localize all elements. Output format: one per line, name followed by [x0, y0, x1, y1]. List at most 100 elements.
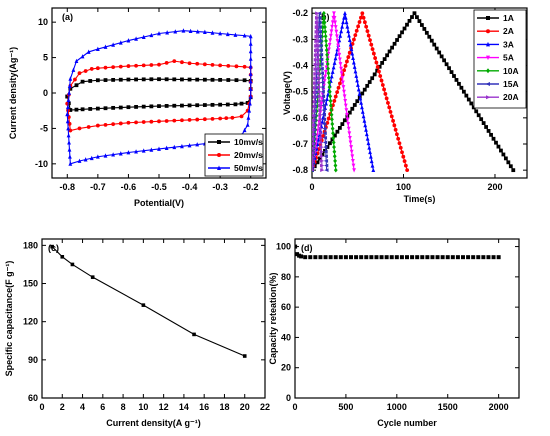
data-point	[312, 165, 315, 168]
data-point	[320, 119, 325, 124]
data-point	[95, 66, 100, 71]
data-point	[317, 94, 323, 99]
data-point	[321, 10, 326, 16]
data-point	[141, 104, 146, 109]
data-point	[218, 63, 223, 68]
series-2	[65, 59, 253, 133]
data-point	[440, 255, 445, 260]
y-tick-label: -0.6	[292, 113, 308, 123]
data-point	[326, 66, 330, 72]
data-point	[141, 148, 146, 153]
data-point	[149, 119, 154, 124]
data-point	[494, 140, 498, 145]
data-point	[324, 168, 329, 173]
x-tick-label: 18	[219, 402, 229, 412]
data-point	[383, 92, 388, 96]
data-point	[80, 79, 85, 84]
data-point	[392, 41, 397, 46]
x-tick-label: 100	[396, 182, 411, 192]
data-point	[218, 77, 223, 82]
data-point	[314, 48, 319, 53]
data-point	[346, 28, 351, 34]
data-point	[111, 152, 116, 157]
data-point	[349, 46, 354, 51]
data-point	[422, 27, 427, 31]
legend-label: 50mv/s	[234, 163, 263, 173]
data-point	[347, 50, 352, 55]
data-point	[506, 160, 511, 165]
data-point	[319, 66, 324, 71]
data-point	[389, 114, 394, 119]
data-point	[321, 112, 326, 117]
data-point	[364, 24, 369, 29]
data-point	[239, 101, 244, 106]
legend-marker	[485, 82, 490, 86]
data-point	[141, 63, 146, 68]
data-point	[66, 133, 71, 138]
data-point	[367, 80, 372, 84]
data-point	[425, 255, 430, 260]
data-point	[324, 163, 329, 168]
data-point	[415, 15, 419, 20]
data-point	[312, 169, 315, 172]
data-point	[173, 29, 178, 34]
data-point	[329, 29, 334, 34]
data-point	[210, 116, 215, 121]
data-point	[326, 70, 331, 76]
data-point	[318, 156, 322, 161]
data-point	[430, 255, 435, 260]
data-point	[319, 62, 324, 66]
data-point	[333, 25, 338, 30]
data-point	[320, 85, 325, 89]
data-point	[429, 38, 434, 43]
x-tick-label: 14	[179, 402, 189, 412]
data-point	[321, 134, 326, 138]
data-point	[327, 84, 332, 90]
data-point	[95, 46, 100, 51]
data-point	[315, 34, 321, 39]
data-point	[164, 77, 169, 82]
data-point	[181, 28, 186, 33]
data-point	[320, 89, 325, 94]
data-point	[321, 108, 326, 113]
data-point	[315, 20, 320, 25]
data-point	[134, 77, 138, 82]
data-point	[486, 255, 491, 260]
data-point	[233, 32, 238, 37]
data-point	[88, 79, 93, 83]
data-point	[370, 163, 375, 168]
data-point	[195, 142, 200, 147]
data-point	[364, 255, 369, 260]
data-point	[172, 103, 177, 108]
data-point	[328, 98, 333, 104]
legend: 1A 2A 3A 5A 10A 15A 20A	[473, 9, 527, 109]
x-tick-label: 16	[199, 402, 209, 412]
data-point	[331, 65, 336, 70]
data-point	[188, 28, 193, 34]
data-point	[400, 150, 404, 155]
plot-area	[295, 244, 501, 260]
data-point	[324, 38, 328, 44]
data-point	[80, 107, 85, 112]
data-point	[394, 255, 399, 260]
data-point	[323, 148, 327, 153]
y-tick-label: 40	[281, 332, 291, 342]
data-point	[103, 153, 108, 158]
data-point	[322, 126, 327, 131]
data-point	[317, 75, 322, 80]
data-point	[218, 31, 223, 36]
data-point	[242, 78, 247, 83]
data-point	[496, 255, 501, 260]
data-point	[450, 255, 455, 260]
data-point	[157, 104, 161, 109]
x-tick-label: 1000	[387, 402, 407, 412]
data-point	[496, 144, 501, 149]
data-point	[247, 108, 252, 113]
data-point	[317, 85, 322, 89]
data-point	[382, 87, 386, 92]
data-point	[332, 133, 337, 138]
data-point	[332, 11, 336, 16]
data-point	[360, 104, 364, 110]
data-point	[157, 62, 161, 67]
y-tick-label: 150	[23, 279, 38, 289]
